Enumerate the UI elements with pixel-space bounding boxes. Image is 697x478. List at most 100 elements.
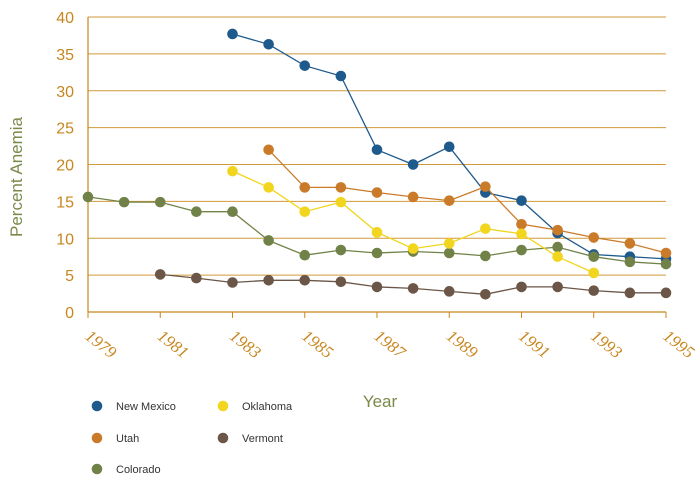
data-point xyxy=(443,195,455,206)
data-point xyxy=(371,281,383,293)
series-utah xyxy=(263,144,672,259)
data-point xyxy=(407,191,419,203)
data-point xyxy=(660,258,672,270)
x-tick-label: 1991 xyxy=(515,326,553,362)
series-line xyxy=(268,149,667,254)
x-tick-label: 1995 xyxy=(660,326,697,362)
x-tick-label: 1979 xyxy=(82,326,121,362)
data-point xyxy=(335,196,347,208)
y-tick-label: 30 xyxy=(56,84,74,101)
y-tick-label: 35 xyxy=(56,47,74,64)
y-tick-label: 10 xyxy=(56,231,74,248)
x-tick-label: 1993 xyxy=(587,326,625,362)
y-tick-label: 20 xyxy=(56,158,74,175)
legend-item: Colorado xyxy=(91,463,161,476)
data-point xyxy=(660,287,672,299)
data-point xyxy=(516,244,527,256)
data-point xyxy=(480,289,491,300)
data-point xyxy=(227,165,238,177)
legend-marker xyxy=(217,432,229,444)
data-point xyxy=(227,277,238,288)
legend-label: Colorado xyxy=(116,464,161,476)
data-point xyxy=(299,249,311,261)
series-line xyxy=(232,170,595,274)
legend: New Mexico Utah Colorado Oklahoma Vermont xyxy=(91,400,293,476)
data-point xyxy=(371,144,383,156)
data-point xyxy=(443,141,455,153)
y-tick-label: 25 xyxy=(56,121,74,138)
data-point xyxy=(263,235,274,246)
data-point xyxy=(118,196,130,208)
data-point xyxy=(407,159,419,170)
legend-item: Utah xyxy=(91,432,139,445)
series-oklahoma xyxy=(227,165,600,279)
data-point xyxy=(443,286,455,297)
y-axis-title: Percent Anemia xyxy=(7,116,26,237)
data-point xyxy=(263,38,274,50)
data-point xyxy=(263,274,274,286)
legend-marker xyxy=(91,400,103,412)
x-tick-label: 1981 xyxy=(154,326,192,362)
data-point xyxy=(480,181,491,192)
data-point xyxy=(516,228,527,240)
data-point xyxy=(624,287,636,299)
y-tick-label: 0 xyxy=(65,305,74,322)
series-group xyxy=(82,28,672,300)
data-point xyxy=(624,238,636,249)
series-vermont xyxy=(154,269,672,300)
data-point xyxy=(660,247,672,259)
data-point xyxy=(335,276,347,288)
data-point xyxy=(624,256,636,268)
grid-lines xyxy=(88,16,666,276)
data-point xyxy=(227,28,238,40)
legend-marker xyxy=(91,463,103,475)
data-point xyxy=(263,144,274,156)
data-point xyxy=(154,196,166,208)
legend-label: New Mexico xyxy=(116,401,176,413)
data-point xyxy=(443,247,455,259)
legend-item: Oklahoma xyxy=(217,400,293,413)
data-point xyxy=(516,218,527,230)
data-point xyxy=(154,269,166,280)
data-point xyxy=(588,251,600,262)
data-point xyxy=(371,187,383,198)
data-point xyxy=(335,70,347,82)
data-point xyxy=(299,206,311,217)
legend-item: Vermont xyxy=(217,432,283,445)
x-axis-ticks: 1979 1981 1983 1985 1987 1989 1991 1993 1995 xyxy=(82,312,697,363)
data-point xyxy=(335,244,347,256)
x-tick-label: 1989 xyxy=(443,326,482,362)
data-point xyxy=(263,182,274,193)
data-point xyxy=(552,251,563,262)
legend-item: New Mexico xyxy=(91,400,176,413)
data-point xyxy=(191,206,202,217)
data-point xyxy=(191,272,202,284)
data-point xyxy=(480,250,491,262)
data-point xyxy=(371,227,383,238)
data-point xyxy=(371,247,383,259)
data-point xyxy=(516,281,527,293)
data-point xyxy=(407,243,419,254)
data-point xyxy=(299,182,311,193)
y-tick-label: 40 xyxy=(56,10,74,27)
data-point xyxy=(480,223,491,234)
y-tick-label: 15 xyxy=(56,194,74,211)
data-point xyxy=(588,267,600,279)
x-axis-title: Year xyxy=(363,392,398,411)
x-tick-label: 1985 xyxy=(298,326,336,362)
series-colorado xyxy=(82,191,672,270)
data-point xyxy=(407,283,419,294)
data-point xyxy=(335,182,347,193)
series-new-mexico xyxy=(227,28,672,265)
y-axis-ticks: 0 5 10 15 20 25 30 35 40 xyxy=(56,10,74,322)
data-point xyxy=(82,191,94,203)
x-tick-label: 1987 xyxy=(371,326,411,363)
data-point xyxy=(552,224,563,236)
legend-marker xyxy=(91,432,103,444)
data-point xyxy=(588,285,600,296)
data-point xyxy=(299,60,311,71)
legend-label: Vermont xyxy=(242,433,283,445)
data-point xyxy=(516,195,527,206)
x-tick-label: 1983 xyxy=(226,326,264,362)
